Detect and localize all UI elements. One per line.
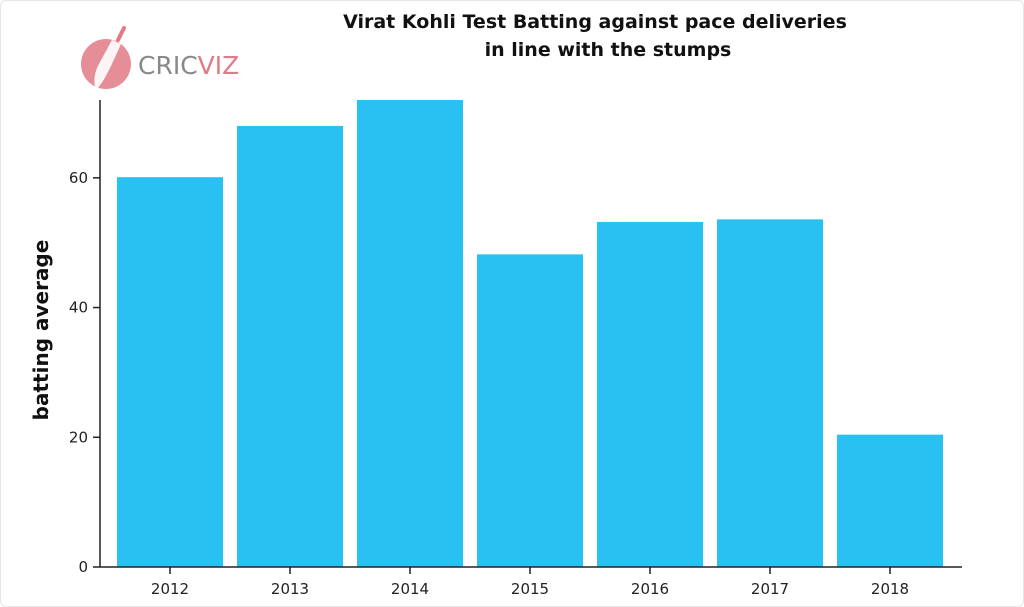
y-tick-label: 0	[78, 558, 88, 576]
y-axis: 0 20 40 60	[69, 100, 101, 576]
chart-title-line-1: Virat Kohli Test Batting against pace de…	[343, 11, 847, 33]
x-tick-label: 2012	[151, 580, 189, 598]
bar-2018	[837, 434, 943, 567]
x-tick-label: 2015	[511, 580, 549, 598]
cricviz-logo: CRICVIZ	[81, 26, 239, 90]
svg-text:CRICVIZ: CRICVIZ	[138, 51, 239, 80]
logo-text-viz: VIZ	[198, 51, 240, 80]
bars-group	[117, 100, 943, 567]
logo-text-cric: CRIC	[138, 51, 198, 80]
x-tick-label: 2018	[871, 580, 909, 598]
x-tick-label: 2016	[631, 580, 669, 598]
x-tick-label: 2013	[271, 580, 309, 598]
y-axis-title: batting average	[29, 240, 53, 421]
bar-2013	[237, 125, 343, 567]
chart-title-line-2: in line with the stumps	[485, 39, 732, 61]
bar-2015	[477, 254, 583, 567]
x-axis: 2012 2013 2014 2015 2016 2017 2018	[100, 566, 962, 598]
cricket-bat-icon	[81, 26, 131, 90]
bar-2014	[357, 100, 463, 567]
bar-2017	[717, 219, 823, 567]
y-tick-label: 20	[69, 428, 88, 446]
x-tick-label: 2014	[391, 580, 429, 598]
y-tick-label: 40	[69, 299, 88, 317]
bar-2016	[597, 221, 703, 567]
y-tick-label: 60	[69, 169, 88, 187]
x-tick-label: 2017	[751, 580, 789, 598]
bar-2012	[117, 177, 223, 567]
